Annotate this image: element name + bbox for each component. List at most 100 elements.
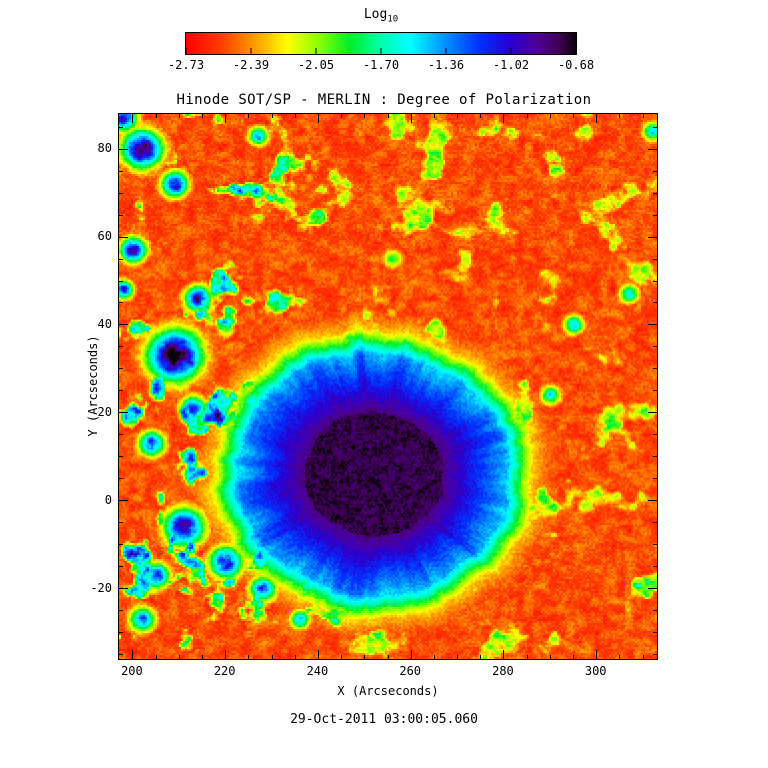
axis-tick-mark (619, 655, 621, 659)
axis-tick-mark (119, 192, 123, 194)
axis-tick-mark (573, 655, 575, 659)
axis-tick-mark (653, 434, 657, 436)
y-tick-label: -20 (90, 580, 112, 595)
axis-tick-mark (503, 114, 505, 123)
colorbar-tick-label: -2.05 (297, 58, 335, 72)
axis-tick-mark (364, 655, 366, 659)
axis-tick-mark (317, 650, 319, 659)
axis-tick-mark (155, 114, 157, 118)
axis-tick-mark (653, 654, 657, 656)
x-tick-label: 200 (121, 664, 143, 678)
axis-tick-mark (653, 522, 657, 524)
colorbar-tick-mark (315, 48, 317, 54)
axis-tick-mark (119, 610, 123, 612)
colorbar-gradient (185, 32, 577, 55)
x-tick-label: 220 (213, 664, 236, 678)
y-tick-label: 0 (104, 492, 112, 507)
axis-tick-mark (596, 114, 598, 123)
axis-tick-mark (648, 148, 657, 150)
axis-tick-mark (132, 650, 134, 659)
axis-tick-mark (653, 280, 657, 282)
colorbar-tick-label: -2.39 (232, 58, 270, 72)
axis-tick-mark (433, 655, 435, 659)
axis-tick-mark (119, 346, 123, 348)
axis-tick-mark (433, 114, 435, 118)
axis-tick-mark (549, 114, 551, 118)
axis-tick-mark (294, 655, 296, 659)
axis-tick-mark (457, 655, 459, 659)
colorbar-tick-label: -1.02 (492, 58, 530, 72)
axis-tick-mark (119, 456, 123, 458)
axis-tick-mark (119, 390, 123, 392)
axis-tick-mark (642, 655, 644, 659)
axis-tick-mark (653, 126, 657, 128)
axis-tick-mark (248, 114, 250, 118)
colorbar-tick-label: -1.36 (427, 58, 465, 72)
axis-tick-mark (119, 170, 123, 172)
colorbar-tick-label: -0.68 (557, 58, 595, 72)
axis-tick-mark (653, 390, 657, 392)
axis-tick-mark (526, 114, 528, 118)
chart-title: Hinode SOT/SP - MERLIN : Degree of Polar… (176, 92, 592, 108)
colorbar-tick-mark (575, 48, 577, 54)
axis-tick-mark (648, 324, 657, 326)
axis-tick-mark (271, 114, 273, 118)
axis-tick-mark (648, 236, 657, 238)
axis-tick-mark (549, 655, 551, 659)
axis-tick-mark (178, 114, 180, 118)
x-tick-label: 260 (399, 664, 422, 678)
colorbar-tick-mark (185, 48, 187, 54)
axis-tick-mark (653, 610, 657, 612)
axis-tick-mark (480, 655, 482, 659)
colorbar-tick-mark (250, 48, 252, 54)
axis-tick-mark (653, 566, 657, 568)
axis-tick-mark (225, 114, 227, 123)
axis-tick-mark (119, 126, 123, 128)
colorbar-title-subscript: 10 (387, 14, 399, 25)
axis-tick-mark (387, 655, 389, 659)
y-tick-label: 20 (97, 404, 112, 419)
axis-tick-mark (480, 114, 482, 118)
axis-tick-mark (119, 258, 123, 260)
axis-tick-mark (178, 655, 180, 659)
axis-tick-mark (119, 368, 123, 370)
y-tick-label: 60 (97, 229, 112, 244)
heatmap-canvas (119, 114, 657, 659)
x-axis-label: X (Arcseconds) (337, 684, 439, 698)
y-axis-label: Y (Arcseconds) (86, 335, 100, 437)
axis-tick-mark (119, 588, 128, 590)
axis-tick-mark (119, 434, 123, 436)
axis-tick-mark (573, 114, 575, 118)
axis-tick-mark (271, 655, 273, 659)
colorbar-tick-mark (510, 48, 512, 54)
axis-tick-mark (119, 632, 123, 634)
axis-tick-mark (387, 114, 389, 118)
axis-tick-mark (132, 114, 134, 123)
y-tick-label: 40 (97, 316, 112, 331)
axis-tick-mark (653, 302, 657, 304)
axis-tick-mark (119, 522, 123, 524)
axis-tick-mark (642, 114, 644, 118)
axis-tick-mark (653, 214, 657, 216)
axis-tick-mark (119, 544, 123, 546)
axis-tick-mark (119, 654, 123, 656)
axis-tick-mark (119, 302, 123, 304)
x-tick-label: 240 (306, 664, 329, 678)
axis-tick-mark (653, 192, 657, 194)
axis-tick-mark (119, 214, 123, 216)
axis-tick-mark (317, 114, 319, 123)
axis-tick-mark (653, 544, 657, 546)
plot-area (118, 113, 658, 660)
axis-tick-mark (341, 114, 343, 118)
axis-tick-mark (364, 114, 366, 118)
axis-tick-mark (653, 258, 657, 260)
axis-tick-mark (119, 478, 123, 480)
axis-tick-mark (653, 456, 657, 458)
x-tick-label: 300 (584, 664, 607, 678)
colorbar-tick-label: -2.73 (167, 58, 205, 72)
axis-tick-mark (119, 236, 128, 238)
axis-tick-mark (155, 655, 157, 659)
axis-tick-mark (526, 655, 528, 659)
axis-tick-mark (457, 114, 459, 118)
